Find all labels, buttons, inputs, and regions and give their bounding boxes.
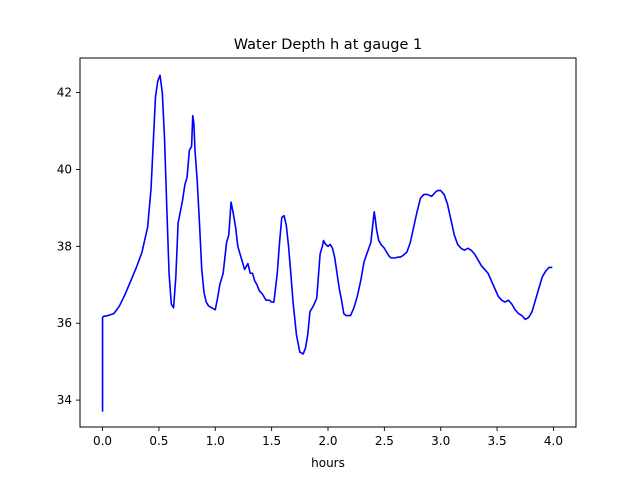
x-tick-label: 0.0 [93, 434, 112, 448]
x-tick-label: 2.0 [318, 434, 337, 448]
x-tick-label: 1.0 [206, 434, 225, 448]
plot-area [101, 74, 553, 412]
y-tick-label: 42 [57, 86, 72, 100]
y-axis: 34 36 38 40 42 [57, 86, 80, 407]
x-tick-label: 1.5 [262, 434, 281, 448]
x-tick-label: 2.5 [375, 434, 394, 448]
x-axis: 0.0 0.5 1.0 1.5 2.0 2.5 3.0 3.5 4.0 [93, 427, 563, 448]
x-tick-label: 3.5 [488, 434, 507, 448]
y-tick-label: 38 [57, 239, 72, 253]
series-line [101, 74, 553, 412]
y-tick-label: 40 [57, 162, 72, 176]
x-tick-label: 3.0 [431, 434, 450, 448]
x-tick-label: 4.0 [544, 434, 563, 448]
chart-title: Water Depth h at gauge 1 [234, 37, 422, 53]
x-axis-label: hours [311, 456, 345, 470]
y-tick-label: 36 [57, 316, 72, 330]
y-tick-label: 34 [57, 393, 72, 407]
x-tick-label: 0.5 [149, 434, 168, 448]
